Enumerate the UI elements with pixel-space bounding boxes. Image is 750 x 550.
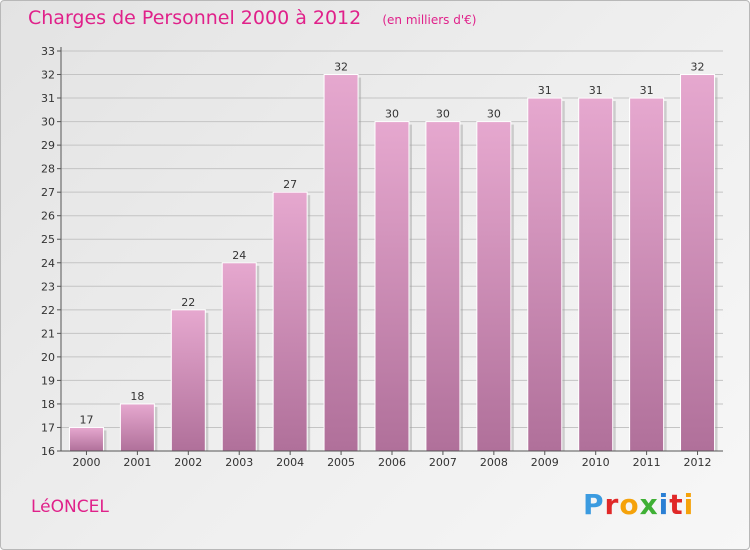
title-text: Charges de Personnel 2000 à 2012 <box>28 7 362 29</box>
data-label: 32 <box>334 61 348 74</box>
x-tick-label: 2012 <box>684 456 712 469</box>
bar-2005 <box>323 74 359 452</box>
logo-letter: x <box>639 488 659 521</box>
bar-2002 <box>170 309 206 452</box>
data-label: 27 <box>283 178 297 191</box>
y-tick-label: 24 <box>41 257 55 270</box>
data-label: 18 <box>130 390 144 403</box>
y-tick-label: 30 <box>41 116 55 129</box>
logo-letter: o <box>619 488 640 521</box>
y-tick-label: 23 <box>41 280 55 293</box>
bar-2006 <box>374 121 410 452</box>
y-tick-label: 25 <box>41 233 55 246</box>
y-tick-label: 32 <box>41 69 55 82</box>
y-tick-label: 16 <box>41 445 55 458</box>
logo-letter: t <box>669 488 684 521</box>
bar-2000 <box>68 426 104 452</box>
labels: 16 17 18 19 20 21 22 23 24 25 26 27 28 29 30 31 32 33 17 20… <box>41 45 712 469</box>
logo-letter: i <box>683 488 695 521</box>
data-label: 31 <box>589 84 603 97</box>
data-label: 31 <box>538 84 552 97</box>
bar-2007 <box>425 121 461 452</box>
y-tick-label: 28 <box>41 163 55 176</box>
x-tick-label: 2004 <box>276 456 304 469</box>
bars <box>68 74 718 452</box>
y-tick-label: 19 <box>41 374 55 387</box>
x-tick-label: 2000 <box>72 456 100 469</box>
data-label: 30 <box>487 108 501 121</box>
proxiti-logo: Proxiti <box>583 488 694 521</box>
bar-2001 <box>119 403 155 452</box>
x-tick-label: 2008 <box>480 456 508 469</box>
data-label: 22 <box>181 296 195 309</box>
y-tick-label: 27 <box>41 186 55 199</box>
x-tick-label: 2010 <box>582 456 610 469</box>
x-tick-label: 2005 <box>327 456 355 469</box>
x-tick-label: 2009 <box>531 456 559 469</box>
data-label: 30 <box>436 108 450 121</box>
bar-2004 <box>272 191 308 452</box>
data-label: 24 <box>232 249 246 262</box>
y-tick-label: 31 <box>41 92 55 105</box>
x-tick-label: 2003 <box>225 456 253 469</box>
y-tick-label: 22 <box>41 304 55 317</box>
axes <box>57 47 723 455</box>
bar-2009 <box>527 97 563 452</box>
bar-2011 <box>629 97 665 452</box>
data-label: 32 <box>691 61 705 74</box>
y-tick-label: 33 <box>41 45 55 58</box>
chart-title: Charges de Personnel 2000 à 2012 (en mil… <box>28 7 476 29</box>
y-tick-label: 26 <box>41 210 55 223</box>
y-tick-label: 29 <box>41 139 55 152</box>
y-tick-label: 17 <box>41 421 55 434</box>
y-tick-label: 21 <box>41 327 55 340</box>
data-label: 31 <box>640 84 654 97</box>
y-tick-label: 20 <box>41 351 55 364</box>
logo-letter: i <box>658 488 670 521</box>
logo-letter: P <box>583 488 605 521</box>
data-label: 30 <box>385 108 399 121</box>
bar-2008 <box>476 121 512 452</box>
y-tick-label: 18 <box>41 398 55 411</box>
unit-text: (en milliers d'€) <box>382 13 477 27</box>
x-tick-label: 2007 <box>429 456 457 469</box>
data-label: 17 <box>79 413 93 426</box>
x-tick-label: 2011 <box>633 456 661 469</box>
x-tick-label: 2001 <box>123 456 151 469</box>
bar-2003 <box>221 262 257 452</box>
town-name: LéONCEL <box>31 497 109 517</box>
bar-2010 <box>578 97 614 452</box>
x-tick-label: 2002 <box>174 456 202 469</box>
logo-letter: r <box>604 488 620 521</box>
bar-2012 <box>680 74 716 452</box>
x-tick-label: 2006 <box>378 456 406 469</box>
